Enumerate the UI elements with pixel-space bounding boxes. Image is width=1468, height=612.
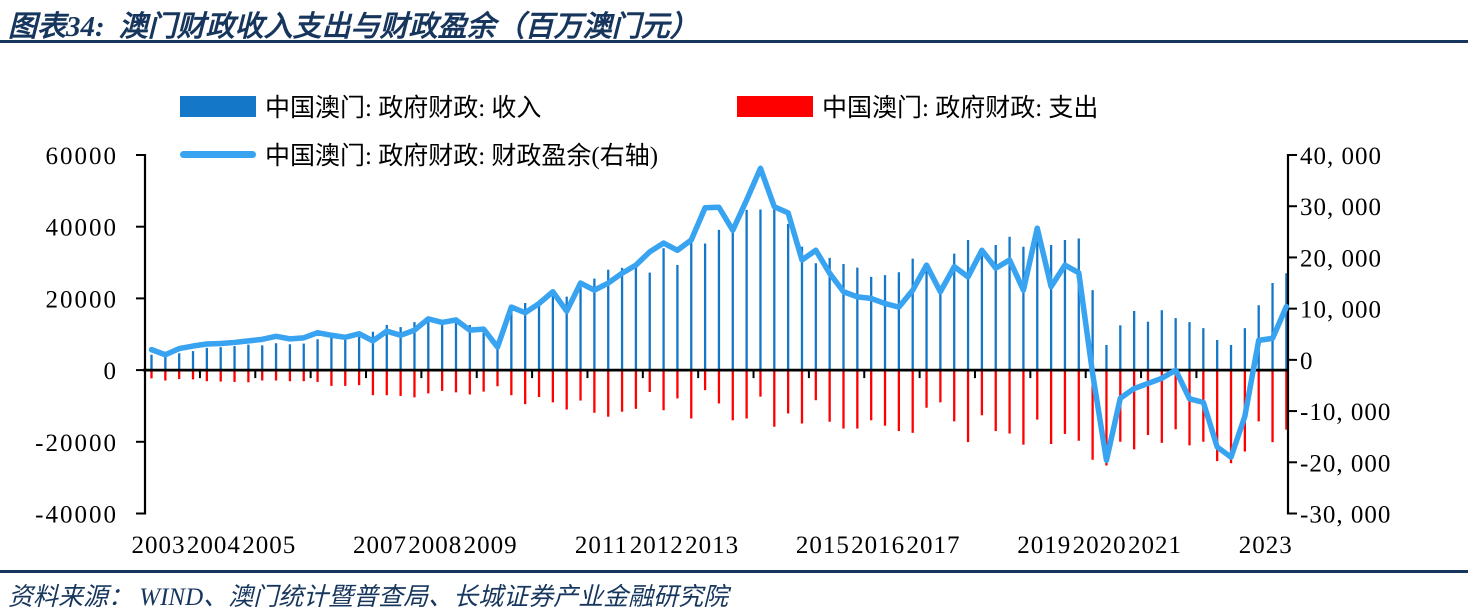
page-title: 图表34: 澳门财政收入支出与财政盈余（百万澳门元） (8, 3, 699, 45)
figure-number-label: 图表34: (8, 11, 105, 43)
legend-item-revenue: 中国澳门: 政府财政: 收入 (180, 88, 541, 124)
svg-text:30, 000: 30, 000 (1300, 194, 1382, 221)
legend-item-surplus: 中国澳门: 政府财政: 财政盈余(右轴) (180, 136, 658, 172)
svg-text:20000: 20000 (46, 286, 119, 313)
svg-text:2016: 2016 (851, 532, 905, 559)
svg-text:2015: 2015 (796, 532, 850, 559)
svg-text:2021: 2021 (1128, 532, 1182, 559)
legend-label-revenue: 中国澳门: 政府财政: 收入 (265, 95, 542, 122)
title-underline (0, 40, 1468, 43)
svg-text:2023: 2023 (1239, 532, 1293, 559)
svg-text:2012: 2012 (630, 532, 684, 559)
svg-text:0: 0 (104, 358, 119, 385)
svg-text:2008: 2008 (408, 532, 462, 559)
svg-text:10, 000: 10, 000 (1300, 297, 1382, 324)
svg-text:-20000: -20000 (35, 430, 118, 457)
source-note: 资料来源： WIND、澳门统计暨普查局、长城证券产业金融研究院 (8, 584, 729, 611)
footer-divider (0, 570, 1468, 573)
svg-text:2007: 2007 (353, 532, 407, 559)
svg-text:0: 0 (1300, 348, 1314, 375)
svg-text:2019: 2019 (1017, 532, 1071, 559)
legend-label-surplus: 中国澳门: 政府财政: 财政盈余(右轴) (265, 143, 659, 170)
svg-text:-30, 000: -30, 000 (1300, 502, 1391, 529)
revenue-swatch-icon (180, 95, 256, 117)
svg-text:2004: 2004 (187, 532, 241, 559)
svg-text:40000: 40000 (46, 215, 119, 242)
legend-item-expenditure: 中国澳门: 政府财政: 支出 (737, 88, 1098, 124)
svg-text:40, 000: 40, 000 (1300, 143, 1382, 170)
svg-text:2003: 2003 (132, 532, 186, 559)
svg-text:2005: 2005 (242, 532, 296, 559)
svg-text:2009: 2009 (464, 532, 518, 559)
svg-text:2013: 2013 (685, 532, 739, 559)
svg-text:60000: 60000 (46, 143, 119, 170)
expenditure-swatch-icon (737, 95, 813, 117)
surplus-line-swatch-icon (180, 150, 256, 158)
svg-text:2020: 2020 (1073, 532, 1127, 559)
legend-label-expenditure: 中国澳门: 政府财政: 支出 (822, 95, 1099, 122)
svg-text:-40000: -40000 (35, 502, 118, 529)
svg-text:-10, 000: -10, 000 (1300, 399, 1391, 426)
svg-text:-20, 000: -20, 000 (1300, 450, 1391, 477)
svg-text:2017: 2017 (907, 532, 961, 559)
svg-text:2011: 2011 (575, 532, 628, 559)
figure-title-text: 澳门财政收入支出与财政盈余（百万澳门元） (118, 11, 699, 43)
svg-text:20, 000: 20, 000 (1300, 245, 1382, 272)
